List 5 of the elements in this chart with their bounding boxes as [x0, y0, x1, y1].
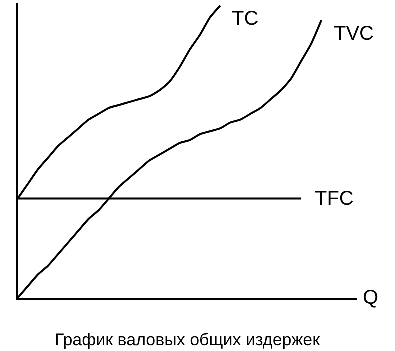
- x-axis-title: Q: [363, 287, 379, 309]
- text: График валовых общих издержек: [54, 330, 321, 350]
- series-label: TC: [232, 8, 259, 30]
- series-label: TVC: [334, 23, 374, 45]
- series-label: TFC: [315, 188, 354, 210]
